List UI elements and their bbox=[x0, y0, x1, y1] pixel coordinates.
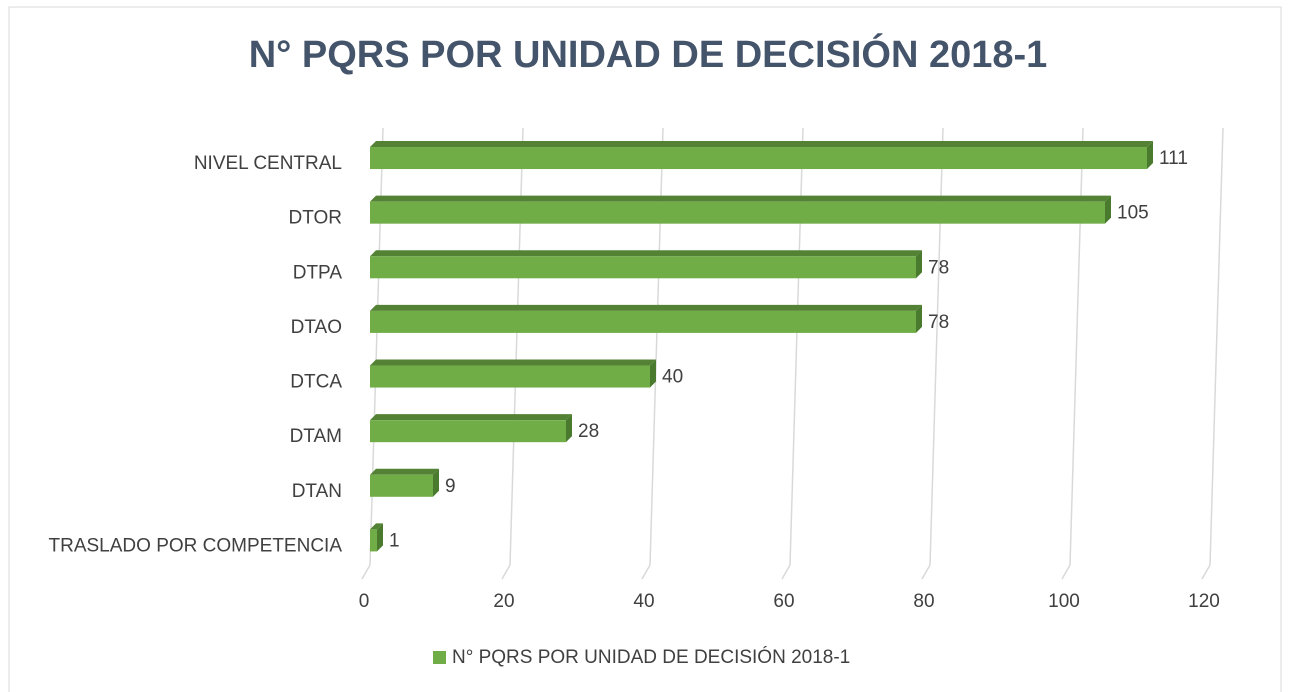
data-label: 105 bbox=[1117, 203, 1149, 224]
y-tick-label: DTAO bbox=[291, 317, 342, 338]
bar-top bbox=[370, 250, 922, 257]
x-tick-label: 100 bbox=[1048, 591, 1080, 612]
data-label: 40 bbox=[662, 367, 683, 388]
y-tick-label: DTAM bbox=[290, 426, 342, 447]
chart-title: N° PQRS POR UNIDAD DE DECISIÓN 2018-1 bbox=[249, 32, 1048, 76]
bar-side bbox=[1105, 195, 1111, 224]
x-tick-label: 80 bbox=[913, 591, 934, 612]
tick-mark bbox=[1201, 564, 1211, 580]
y-tick-label: DTOR bbox=[289, 208, 342, 229]
bar bbox=[370, 474, 433, 497]
y-tick-label: DTAN bbox=[292, 481, 342, 502]
bar-side bbox=[566, 414, 572, 443]
data-label: 78 bbox=[928, 312, 949, 333]
x-tick-label: 20 bbox=[493, 591, 514, 612]
bar bbox=[370, 420, 566, 443]
tick-mark bbox=[921, 564, 931, 580]
bar bbox=[370, 529, 377, 552]
bar-side bbox=[650, 359, 656, 388]
bar-top bbox=[370, 195, 1111, 202]
grid-line bbox=[1209, 127, 1224, 566]
y-tick-label: DTPA bbox=[293, 262, 343, 283]
bar bbox=[370, 310, 916, 333]
bar-top bbox=[370, 304, 922, 311]
legend-label: N° PQRS POR UNIDAD DE DECISIÓN 2018-1 bbox=[452, 646, 850, 668]
bar-top bbox=[370, 359, 656, 366]
tick-mark bbox=[1061, 564, 1071, 580]
tick-mark bbox=[641, 564, 651, 580]
data-label: 1 bbox=[389, 530, 400, 551]
bar-side bbox=[916, 304, 922, 333]
bar-side bbox=[433, 468, 439, 497]
bar-top bbox=[370, 414, 572, 421]
chart-border bbox=[8, 6, 1282, 692]
bar bbox=[370, 201, 1105, 224]
x-tick-label: 40 bbox=[633, 591, 654, 612]
data-label: 28 bbox=[578, 421, 599, 442]
y-tick-label: TRASLADO POR COMPETENCIA bbox=[49, 535, 343, 556]
data-label: 9 bbox=[445, 476, 456, 497]
bar bbox=[370, 147, 1147, 170]
tick-mark bbox=[781, 564, 791, 580]
bar bbox=[370, 365, 650, 388]
bar bbox=[370, 256, 916, 279]
data-label: 78 bbox=[928, 257, 949, 278]
tick-mark bbox=[361, 564, 371, 580]
bar-side bbox=[377, 523, 383, 552]
x-tick-label: 120 bbox=[1188, 591, 1220, 612]
bar-top bbox=[370, 468, 439, 475]
data-label: 111 bbox=[1159, 148, 1188, 169]
legend-swatch bbox=[433, 651, 446, 664]
bar-top bbox=[370, 141, 1153, 148]
y-tick-label: NIVEL CENTRAL bbox=[194, 153, 342, 174]
bar-side bbox=[916, 250, 922, 279]
bar-top bbox=[370, 523, 383, 530]
x-tick-label: 60 bbox=[773, 591, 794, 612]
tick-mark bbox=[501, 564, 511, 580]
bar-side bbox=[1147, 141, 1153, 170]
x-tick-label: 0 bbox=[359, 591, 370, 612]
y-tick-label: DTCA bbox=[290, 372, 342, 393]
